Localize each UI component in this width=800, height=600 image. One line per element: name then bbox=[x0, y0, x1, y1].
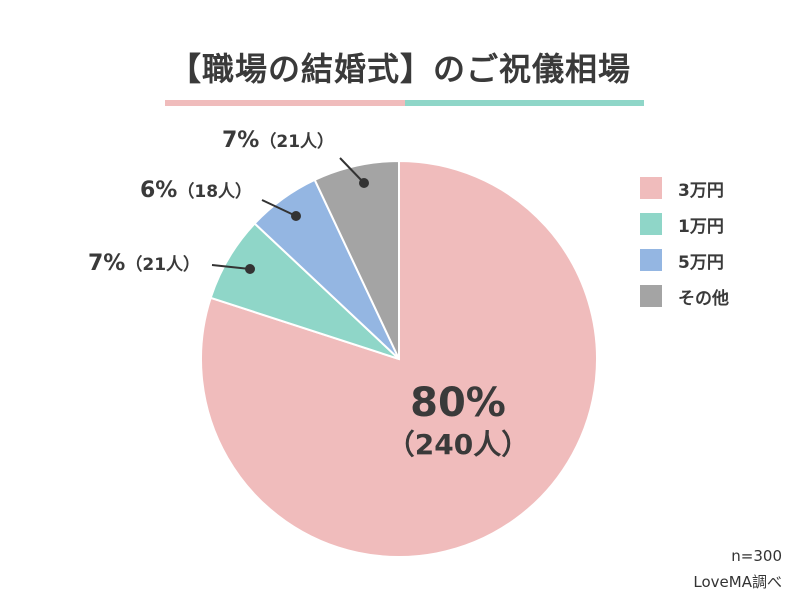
legend-label-2: 5万円 bbox=[678, 252, 724, 273]
sample-size: n=300 bbox=[731, 547, 782, 565]
slice-label-2: 6%（18人） bbox=[140, 178, 252, 203]
slice-label-percent-0: 80% bbox=[410, 380, 506, 426]
legend-swatch-0 bbox=[640, 177, 662, 199]
legend: 3万円 1万円 5万円 その他 bbox=[640, 170, 729, 314]
legend-swatch-3 bbox=[640, 285, 662, 307]
legend-item-0: 3万円 bbox=[640, 170, 729, 206]
callout-dot-1 bbox=[245, 264, 255, 274]
slice-label-count-3: （21人） bbox=[259, 131, 334, 152]
source-credit: LoveMA調べ bbox=[693, 573, 782, 591]
slice-label-count-1: （21人） bbox=[125, 254, 200, 275]
slice-label-count-0: （240人） bbox=[387, 428, 529, 461]
legend-label-3: その他 bbox=[678, 288, 729, 309]
title-underline-pink bbox=[165, 100, 405, 106]
legend-swatch-2 bbox=[640, 249, 662, 271]
callout-line-2 bbox=[261, 199, 297, 217]
legend-item-2: 5万円 bbox=[640, 242, 729, 278]
footer: n=300 LoveMA調べ bbox=[693, 543, 782, 595]
pie-slice-3 bbox=[313, 159, 400, 360]
title-underline-teal bbox=[405, 100, 644, 106]
callout-line-1 bbox=[211, 264, 251, 270]
slice-label-percent-1: 7% bbox=[88, 251, 125, 276]
callout-dot-3 bbox=[359, 178, 369, 188]
slice-label-percent-2: 6% bbox=[140, 178, 177, 203]
slice-label-percent-3: 7% bbox=[222, 128, 259, 153]
legend-label-0: 3万円 bbox=[678, 180, 724, 201]
callout-dot-2 bbox=[291, 211, 301, 221]
legend-swatch-1 bbox=[640, 213, 662, 235]
chart-title: 【職場の結婚式】のご祝儀相場 bbox=[168, 50, 631, 88]
slice-label-3: 7%（21人） bbox=[222, 128, 334, 153]
slice-label-count-2: （18人） bbox=[177, 181, 252, 202]
slice-label-1: 7%（21人） bbox=[88, 251, 200, 276]
legend-label-1: 1万円 bbox=[678, 216, 724, 237]
legend-item-3: その他 bbox=[640, 278, 729, 314]
callout-line-3 bbox=[339, 157, 365, 184]
legend-item-1: 1万円 bbox=[640, 206, 729, 242]
